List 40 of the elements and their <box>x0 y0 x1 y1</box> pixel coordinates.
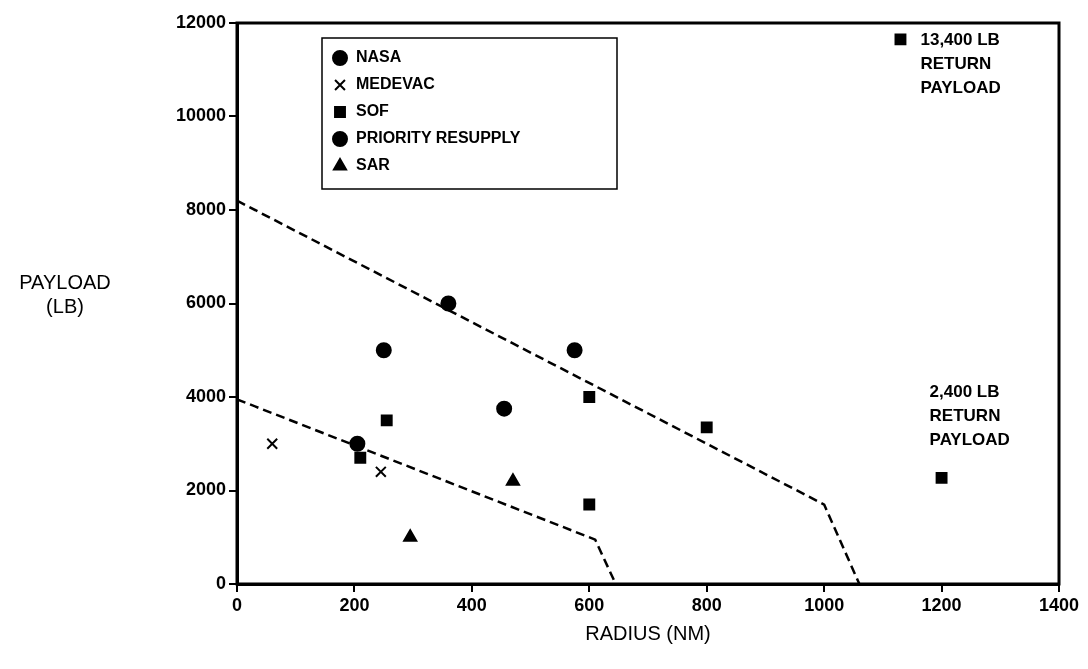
point <box>894 33 907 46</box>
point <box>496 400 513 417</box>
point <box>566 342 583 359</box>
y-axis-title: PAYLOAD (LB) <box>19 271 111 318</box>
y-tick-label: 6000 <box>185 292 226 313</box>
annotation: 13,400 LB RETURN PAYLOAD <box>920 29 1001 97</box>
x-tick-label: 1200 <box>921 594 962 615</box>
legend-label: SOF <box>356 102 390 120</box>
x-axis-title: RADIUS (NM) <box>585 621 711 644</box>
point <box>354 451 367 464</box>
y-tick-label: 4000 <box>185 385 226 406</box>
point <box>583 391 596 403</box>
y-tick-label: 8000 <box>185 198 226 219</box>
point <box>935 471 948 484</box>
legend-label: MEDEVAC <box>356 75 436 93</box>
point <box>505 473 521 486</box>
x-tick-label: 400 <box>456 594 487 615</box>
point <box>375 342 392 359</box>
legend-label: SAR <box>356 156 391 174</box>
x-tick-label: 1000 <box>804 594 845 615</box>
x-tick-label: 600 <box>574 594 605 615</box>
point <box>700 421 713 434</box>
x-tick-label: 0 <box>231 594 243 615</box>
point <box>440 295 457 312</box>
legend-label: PRIORITY RESUPPLY <box>356 129 521 147</box>
point <box>583 498 596 511</box>
x-tick-label: 200 <box>339 594 370 615</box>
y-tick-label: 12000 <box>175 11 226 32</box>
legend-label: NASA <box>356 48 402 66</box>
x-tick-label: 1400 <box>1038 594 1080 615</box>
x-tick-label: 800 <box>691 594 722 615</box>
y-tick-label: 2000 <box>185 479 226 500</box>
point <box>380 414 393 427</box>
point <box>349 435 366 452</box>
point <box>374 465 387 478</box>
annotation: 2,400 LB RETURN PAYLOAD <box>929 382 1010 450</box>
point <box>266 437 279 450</box>
y-tick-label: 10000 <box>175 105 226 126</box>
y-tick-label: 0 <box>215 572 226 593</box>
point <box>403 529 418 542</box>
